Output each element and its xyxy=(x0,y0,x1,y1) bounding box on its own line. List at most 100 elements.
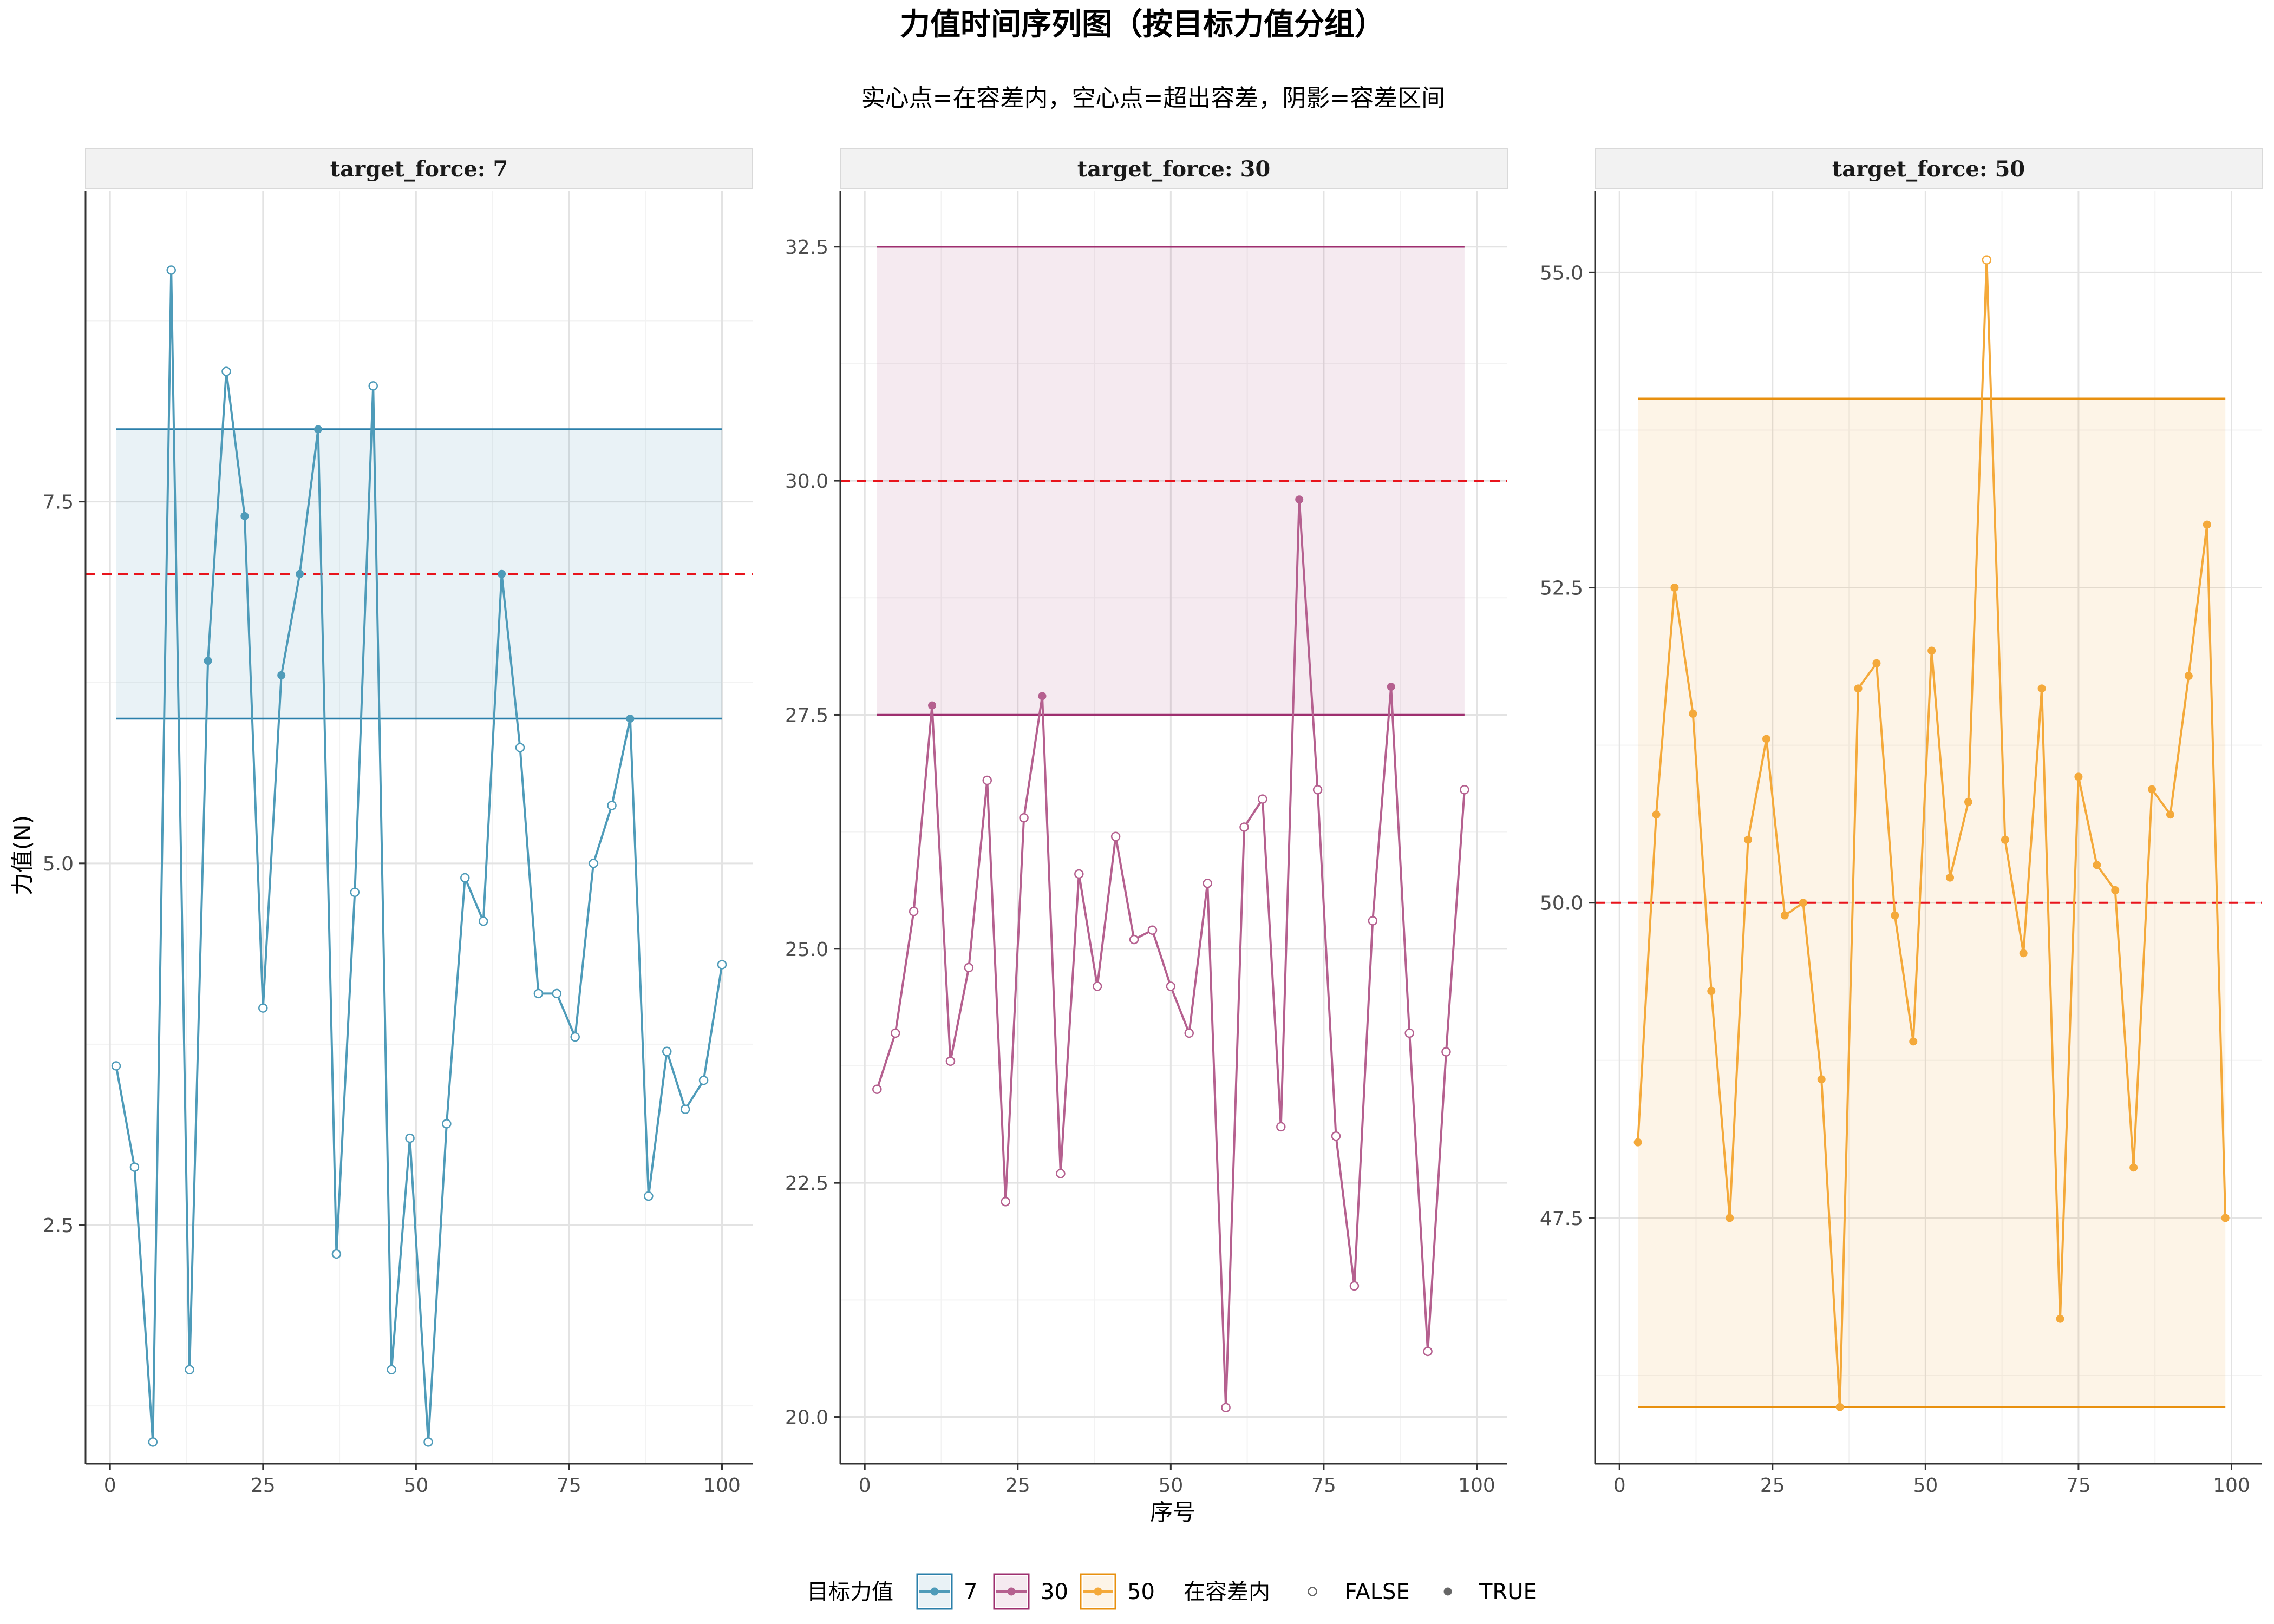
data-point-in-tolerance xyxy=(204,657,212,665)
data-point-in-tolerance xyxy=(296,569,304,578)
panel-target-30: target_force: 30 0 25 50 75 100 20.0 22.5 25.0 27… xyxy=(785,148,1508,1497)
data-point-in-tolerance xyxy=(1689,709,1697,718)
y-tick-label: 32.5 xyxy=(785,237,828,259)
panel-strip-label: target_force: 7 xyxy=(330,156,508,182)
data-point-in-tolerance xyxy=(1817,1075,1826,1084)
data-point-in-tolerance xyxy=(1909,1037,1918,1046)
data-point-in-tolerance xyxy=(2148,785,2157,794)
data-point-out-of-tolerance xyxy=(111,1061,121,1071)
data-point-out-of-tolerance xyxy=(1110,831,1121,842)
data-point-out-of-tolerance xyxy=(1056,1169,1066,1178)
data-point-out-of-tolerance xyxy=(442,1119,452,1129)
data-point-out-of-tolerance xyxy=(460,873,470,883)
data-point-in-tolerance xyxy=(1707,987,1716,996)
legend-color-title: 目标力值 xyxy=(807,1580,893,1605)
y-tick-label: 27.5 xyxy=(785,704,828,726)
data-point-out-of-tolerance xyxy=(1441,1047,1451,1057)
data-point-out-of-tolerance xyxy=(698,1075,709,1085)
data-point-in-tolerance xyxy=(1891,911,1899,920)
data-point-in-tolerance xyxy=(2221,1214,2230,1222)
data-point-out-of-tolerance xyxy=(148,1437,158,1447)
data-point-out-of-tolerance xyxy=(185,1365,194,1375)
data-point-in-tolerance xyxy=(1854,684,1863,693)
y-tick-label: 22.5 xyxy=(785,1173,828,1195)
data-point-out-of-tolerance xyxy=(570,1032,580,1042)
y-tick-label: 52.5 xyxy=(1540,578,1583,600)
data-point-in-tolerance xyxy=(2184,672,2193,680)
data-point-out-of-tolerance xyxy=(644,1191,654,1201)
data-point-out-of-tolerance xyxy=(1312,785,1323,795)
y-axis-title: 力值(N) xyxy=(9,815,36,895)
data-point-out-of-tolerance xyxy=(423,1437,433,1447)
chart-title: 力值时间序列图（按目标力值分组） xyxy=(900,6,1385,42)
data-point-out-of-tolerance xyxy=(1129,934,1139,945)
data-point-out-of-tolerance xyxy=(1331,1131,1341,1141)
legend-open-point xyxy=(1308,1587,1317,1596)
data-point-out-of-tolerance xyxy=(1276,1122,1286,1132)
data-point-out-of-tolerance xyxy=(221,366,231,376)
x-tick-label: 50 xyxy=(403,1475,428,1497)
series-line xyxy=(115,270,723,1443)
legend-label-7: 7 xyxy=(964,1580,977,1605)
data-point-out-of-tolerance xyxy=(1258,794,1267,804)
data-point-in-tolerance xyxy=(1946,873,1955,882)
data-point-out-of-tolerance xyxy=(680,1104,690,1114)
data-point-out-of-tolerance xyxy=(350,887,360,898)
data-point-in-tolerance xyxy=(1726,1214,1734,1222)
data-point-out-of-tolerance xyxy=(1349,1281,1360,1291)
data-point-out-of-tolerance xyxy=(478,916,488,926)
data-point-in-tolerance xyxy=(2037,684,2046,693)
data-point-out-of-tolerance xyxy=(1423,1346,1433,1357)
chart-subtitle: 实心点=在容差内，空心点=超出容差，阴影=容差区间 xyxy=(861,84,1446,112)
data-point-in-tolerance xyxy=(277,671,286,679)
x-tick-label: 75 xyxy=(557,1475,581,1497)
data-point-out-of-tolerance xyxy=(258,1003,268,1013)
data-point-out-of-tolerance xyxy=(662,1046,672,1057)
x-tick-label: 0 xyxy=(1613,1475,1626,1497)
data-point-out-of-tolerance xyxy=(331,1249,342,1259)
data-point-in-tolerance xyxy=(2093,861,2101,869)
data-point-in-tolerance xyxy=(2001,835,2009,844)
legend-shape-title: 在容差内 xyxy=(1184,1580,1270,1605)
legend-key-point xyxy=(1094,1587,1102,1596)
data-point-in-tolerance xyxy=(1799,899,1807,907)
legend-key-point xyxy=(1007,1587,1016,1596)
data-point-out-of-tolerance xyxy=(1203,879,1212,888)
panel-strip xyxy=(85,148,753,189)
data-point-out-of-tolerance xyxy=(717,960,727,970)
data-point-out-of-tolerance xyxy=(1184,1028,1194,1038)
data-point-out-of-tolerance xyxy=(129,1162,140,1172)
data-point-out-of-tolerance xyxy=(1404,1028,1414,1038)
x-tick-label: 75 xyxy=(1311,1475,1336,1497)
data-point-in-tolerance xyxy=(2129,1163,2138,1172)
tolerance-band xyxy=(1638,398,2226,1407)
data-point-in-tolerance xyxy=(1387,683,1395,691)
y-tick-label: 55.0 xyxy=(1540,262,1583,284)
data-point-out-of-tolerance xyxy=(1368,916,1378,926)
data-point-out-of-tolerance xyxy=(1001,1197,1010,1207)
x-tick-label: 0 xyxy=(859,1475,871,1497)
data-point-out-of-tolerance xyxy=(1092,981,1102,991)
panel-strip-label: target_force: 50 xyxy=(1832,156,2025,182)
x-tick-label: 0 xyxy=(104,1475,116,1497)
data-point-in-tolerance xyxy=(1633,1138,1642,1147)
data-point-in-tolerance xyxy=(314,425,323,434)
panel-target-7: target_force: 7 0 25 50 75 100 2.5 5.0 7.5 xyxy=(43,148,753,1497)
x-tick-label: 75 xyxy=(2066,1475,2091,1497)
data-point-in-tolerance xyxy=(2203,520,2211,529)
data-point-in-tolerance xyxy=(1780,911,1789,920)
data-point-in-tolerance xyxy=(1652,810,1661,819)
data-point-out-of-tolerance xyxy=(515,743,525,752)
data-point-in-tolerance xyxy=(1744,835,1753,844)
y-tick-label: 25.0 xyxy=(785,939,828,961)
data-point-out-of-tolerance xyxy=(1147,925,1158,935)
data-point-out-of-tolerance xyxy=(1982,255,1992,265)
x-tick-label: 25 xyxy=(251,1475,276,1497)
data-point-in-tolerance xyxy=(498,569,506,578)
data-point-out-of-tolerance xyxy=(1221,1403,1231,1412)
data-point-in-tolerance xyxy=(928,701,937,710)
data-point-out-of-tolerance xyxy=(533,988,544,999)
panel-strip xyxy=(1595,148,2263,189)
data-point-out-of-tolerance xyxy=(166,265,176,275)
data-point-out-of-tolerance xyxy=(982,775,992,785)
